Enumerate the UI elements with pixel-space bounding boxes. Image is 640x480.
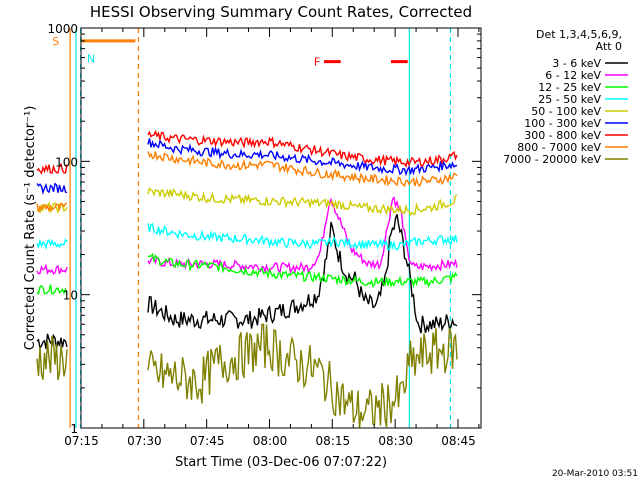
series-line-3-0: [36, 238, 68, 251]
y-tick-label-2: 100: [55, 155, 78, 169]
legend-label-7: 800 - 7000 keV: [517, 141, 601, 154]
x-axis-label: Start Time (03-Dec-06 07:07:22): [175, 455, 387, 470]
series-6: [36, 129, 458, 175]
x-tick-label-4: 08:15: [316, 434, 351, 448]
series-1: [36, 195, 458, 276]
chart-title: HESSI Observing Summary Count Rates, Cor…: [90, 3, 472, 21]
footer-date: 20-Mar-2010 03:51: [552, 469, 638, 479]
legend-label-1: 6 - 12 keV: [545, 69, 601, 82]
y-axis-label: Corrected Count Rate (s⁻¹ detector⁻¹): [23, 106, 38, 351]
y-tick-label-1: 10: [63, 289, 78, 303]
legend-label-4: 50 - 100 keV: [531, 105, 601, 118]
y-tick-label-3: 1000: [47, 22, 78, 36]
x-tick-label-0: 07:15: [64, 434, 99, 448]
legend-header-line-1: Det 1,3,4,5,6,9,: [536, 28, 622, 41]
series-line-3-1: [147, 222, 458, 251]
flag-label-f: F: [314, 56, 320, 69]
x-tick-label-5: 08:30: [378, 434, 413, 448]
legend-label-0: 3 - 6 keV: [552, 57, 601, 70]
legend-label-8: 7000 - 20000 keV: [503, 153, 601, 166]
series-line-2-1: [147, 252, 458, 289]
x-tick-label-6: 08:45: [441, 434, 476, 448]
legend-label-3: 25 - 50 keV: [538, 93, 601, 106]
axis-ticks: 1 10 100 1000 07:15 07:30 07:45 08:00 08:15 08:30…: [47, 22, 481, 448]
series-line-1-1: [147, 195, 458, 275]
series-line-7-1: [147, 151, 458, 188]
series-line-0-1: [147, 213, 458, 334]
x-tick-label-2: 07:45: [190, 434, 225, 448]
legend-label-6: 300 - 800 keV: [524, 129, 601, 142]
x-tick-label-1: 07:30: [127, 434, 162, 448]
series-3: [36, 222, 458, 251]
legend-label-2: 12 - 25 keV: [538, 81, 601, 94]
series-line-6-0: [36, 162, 68, 175]
series-0: [36, 213, 458, 351]
series-line-5-1: [147, 138, 458, 177]
series-line-4-1: [147, 186, 458, 217]
y-tick-label-0: 1: [70, 422, 78, 436]
series-line-5-0: [36, 182, 68, 195]
series-4: [36, 186, 458, 217]
series-line-8-0: [36, 335, 68, 381]
series-line-7-0: [36, 202, 68, 213]
flag-label-n: N: [87, 52, 95, 65]
series-line-6-1: [147, 129, 458, 169]
series-8: [36, 323, 458, 429]
legend-label-5: 100 - 300 keV: [524, 117, 601, 130]
series-line-8-1: [147, 323, 458, 429]
flag-label-s: S: [52, 35, 59, 48]
series-2: [36, 252, 458, 295]
series-line-2-0: [36, 284, 68, 295]
series-line-1-0: [36, 263, 68, 276]
series-7: [36, 151, 458, 213]
plot-frame: [80, 27, 482, 429]
x-tick-label-3: 08:00: [253, 434, 288, 448]
legend-header-line-2: Att 0: [596, 40, 622, 53]
series-5: [36, 138, 458, 195]
plot-area: S N F: [36, 28, 458, 429]
